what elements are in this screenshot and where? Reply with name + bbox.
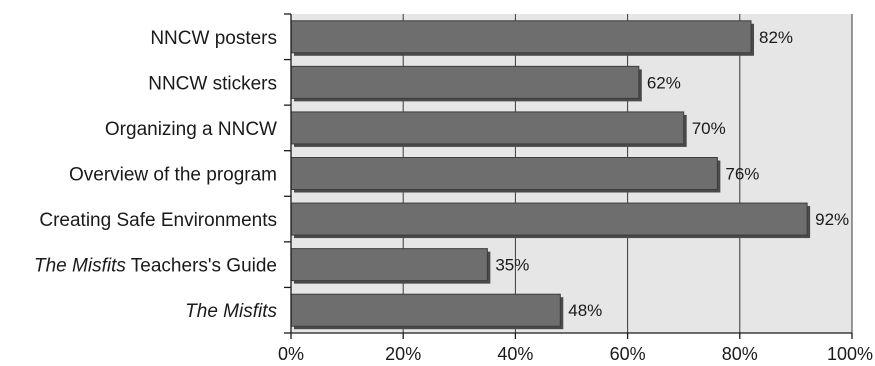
category-labels: NNCW posters NNCW stickers Organizing a NN…	[34, 28, 277, 322]
value-labels: 82% 62% 70% 76% 92% 35% 48%	[495, 28, 849, 320]
bar	[290, 202, 808, 236]
x-tick-labels: 0% 20% 40% 60% 80% 100%	[278, 344, 873, 364]
category-label-part: Creating Safe Environments	[39, 210, 277, 231]
category-label-part: Organizing a NNCW	[105, 119, 277, 140]
category-label: NNCW stickers	[148, 73, 277, 94]
bar	[290, 111, 685, 145]
x-tick-label: 60%	[610, 344, 646, 364]
category-label-part: Teachers's Guide	[126, 256, 277, 277]
bar	[290, 65, 640, 99]
bar-value-label: 48%	[568, 301, 602, 320]
bar-value-label: 82%	[759, 28, 793, 47]
x-tick-label: 20%	[385, 344, 421, 364]
category-label-part: The Misfits	[185, 301, 277, 322]
axes	[284, 13, 853, 339]
bar-value-label: 70%	[692, 119, 726, 138]
bar	[290, 248, 488, 282]
bar-value-label: 76%	[725, 165, 759, 184]
category-label-part: NNCW stickers	[148, 73, 277, 94]
bar-value-label: 35%	[495, 256, 529, 275]
category-label: The Misfits	[185, 301, 277, 322]
category-label-part: Overview of the program	[69, 165, 277, 186]
category-label-part: The Misfits	[34, 256, 126, 277]
category-label-part: NNCW posters	[150, 28, 277, 49]
category-label: Creating Safe Environments	[39, 210, 277, 231]
bar	[290, 293, 561, 327]
bar	[290, 157, 718, 190]
x-tick-label: 0%	[278, 344, 304, 364]
x-tick-label: 80%	[722, 344, 758, 364]
category-label: The Misfits Teachers's Guide	[34, 256, 277, 277]
bar-value-label: 92%	[815, 210, 849, 229]
bar	[290, 20, 752, 54]
bar-value-label: 62%	[647, 73, 681, 92]
bars	[290, 20, 811, 330]
category-label: Organizing a NNCW	[105, 119, 277, 140]
category-label: Overview of the program	[69, 165, 277, 186]
x-tick-label: 100%	[827, 344, 873, 364]
category-label: NNCW posters	[150, 28, 277, 49]
x-tick-label: 40%	[497, 344, 533, 364]
